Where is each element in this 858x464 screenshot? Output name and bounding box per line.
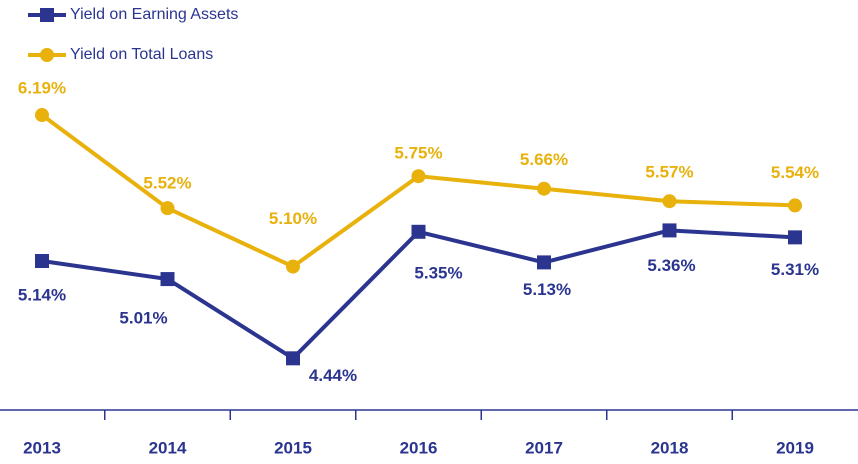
marker <box>286 259 300 274</box>
x-tick-label: 2018 <box>651 438 689 457</box>
data-label: 5.66% <box>520 150 568 169</box>
data-label: 5.10% <box>269 209 317 228</box>
x-tick-label: 2013 <box>23 438 61 457</box>
x-tick-label: 2017 <box>525 438 563 457</box>
x-tick-label: 2014 <box>149 438 187 457</box>
marker <box>160 272 175 287</box>
x-tick-label: 2015 <box>274 438 312 457</box>
data-label: 4.44% <box>309 366 357 385</box>
marker <box>788 230 802 245</box>
data-label: 5.54% <box>771 163 819 182</box>
data-label: 5.52% <box>143 174 191 193</box>
x-tick-label: 2019 <box>776 438 814 457</box>
data-label: 5.35% <box>414 263 462 282</box>
legend-marker <box>40 8 54 22</box>
marker <box>35 254 49 269</box>
marker <box>160 201 175 216</box>
x-tick-label: 2016 <box>400 438 438 457</box>
marker <box>411 169 426 184</box>
marker <box>537 181 551 196</box>
marker <box>537 255 551 270</box>
legend-label: Yield on Earning Assets <box>70 6 238 23</box>
marker <box>35 108 49 123</box>
data-label: 6.19% <box>18 79 66 98</box>
data-label: 5.13% <box>523 280 571 299</box>
marker <box>662 223 677 238</box>
marker <box>788 198 802 213</box>
marker <box>286 351 300 366</box>
data-label: 5.36% <box>647 256 695 275</box>
series-line <box>41 228 796 361</box>
data-label: 5.14% <box>18 285 66 304</box>
marker <box>411 224 426 239</box>
data-label: 5.57% <box>645 163 693 182</box>
legend-label: Yield on Total Loans <box>70 46 213 63</box>
legend-marker <box>40 48 54 62</box>
marker <box>662 194 677 209</box>
data-label: 5.31% <box>771 260 819 279</box>
data-label: 5.01% <box>119 309 167 328</box>
data-label: 5.75% <box>394 144 442 163</box>
